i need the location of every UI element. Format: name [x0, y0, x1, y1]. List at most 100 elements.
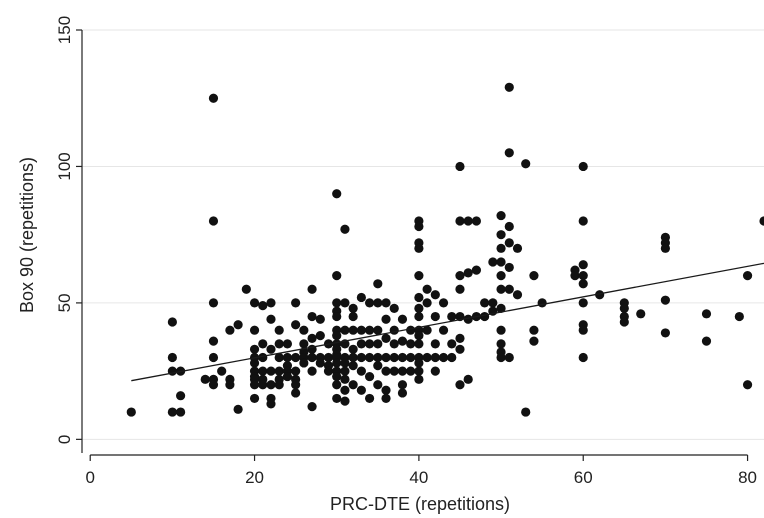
data-point-9: [208, 93, 219, 103]
data-point-127: [364, 371, 375, 382]
data-point-48: [274, 352, 284, 363]
data-point-84: [332, 189, 342, 199]
data-point-161: [414, 243, 424, 253]
data-point-86: [332, 298, 342, 308]
data-point-189: [455, 216, 465, 226]
data-point-23: [249, 298, 260, 308]
data-point-115: [348, 361, 358, 371]
data-point-46: [274, 325, 284, 335]
data-point-85: [332, 271, 342, 281]
data-point-123: [364, 298, 375, 308]
data-point-179: [430, 339, 440, 349]
data-point-68: [299, 358, 309, 368]
data-point-216: [496, 339, 506, 349]
y-tick-label-3: 150: [55, 16, 74, 44]
data-point-154: [406, 325, 416, 335]
data-point-81: [323, 352, 334, 363]
data-point-250: [636, 309, 646, 319]
data-point-259: [742, 271, 753, 281]
data-point-135: [373, 380, 383, 390]
data-point-142: [381, 393, 391, 404]
data-point-45: [266, 399, 276, 409]
data-point-193: [455, 333, 465, 343]
data-point-132: [373, 339, 383, 349]
data-point-52: [282, 339, 293, 349]
data-point-70: [307, 311, 317, 322]
data-point-171: [414, 366, 424, 376]
data-points: [126, 82, 764, 417]
data-point-147: [389, 366, 399, 376]
data-point-110: [348, 303, 358, 313]
data-point-237: [578, 216, 588, 226]
data-point-22: [241, 284, 251, 294]
data-point-13: [208, 352, 219, 363]
data-point-173: [422, 284, 432, 294]
data-point-178: [430, 311, 440, 322]
data-point-27: [249, 358, 260, 368]
data-point-111: [348, 311, 358, 322]
data-point-112: [348, 325, 358, 335]
data-point-57: [291, 298, 301, 308]
data-point-181: [430, 366, 440, 376]
data-point-15: [208, 380, 219, 390]
data-point-176: [422, 352, 432, 363]
data-point-40: [266, 314, 276, 324]
data-point-212: [496, 271, 506, 281]
data-point-4: [167, 352, 177, 363]
data-point-145: [389, 339, 399, 349]
data-point-170: [414, 358, 424, 368]
data-point-118: [356, 325, 366, 335]
data-point-41: [266, 344, 276, 354]
data-point-185: [447, 311, 457, 322]
data-point-35: [258, 352, 268, 363]
data-point-155: [406, 339, 416, 349]
data-point-24: [249, 325, 260, 335]
data-point-141: [381, 385, 391, 395]
y-axis-label: Box 90 (repetitions): [17, 157, 37, 313]
data-point-47: [274, 339, 284, 349]
data-point-2: [176, 407, 186, 417]
data-point-32: [249, 393, 260, 404]
data-point-215: [496, 325, 506, 335]
data-point-211: [496, 257, 506, 267]
data-point-204: [480, 311, 490, 322]
data-point-95: [332, 358, 342, 368]
data-point-36: [258, 366, 268, 376]
data-point-249: [619, 317, 629, 327]
data-point-10: [208, 216, 219, 226]
data-point-199: [463, 374, 473, 384]
data-point-201: [471, 265, 482, 275]
data-point-90: [332, 331, 342, 341]
data-point-97: [332, 371, 342, 382]
data-point-150: [397, 352, 408, 363]
x-tick-label-0: 0: [85, 468, 94, 487]
data-point-210: [496, 243, 506, 253]
data-point-117: [356, 292, 366, 303]
data-point-20: [233, 320, 243, 330]
data-point-239: [578, 271, 588, 281]
data-point-191: [455, 284, 465, 294]
data-point-108: [340, 385, 350, 395]
data-point-62: [291, 380, 301, 390]
data-point-106: [340, 366, 350, 376]
data-point-138: [381, 333, 391, 343]
data-point-149: [397, 336, 408, 346]
data-point-200: [471, 216, 482, 226]
data-point-220: [504, 148, 514, 158]
data-point-196: [463, 216, 473, 226]
y-tick-label-0: 0: [55, 435, 74, 444]
data-point-39: [266, 298, 276, 308]
data-point-243: [578, 325, 588, 335]
data-point-128: [364, 393, 375, 404]
data-point-184: [438, 352, 449, 363]
data-point-125: [364, 339, 375, 349]
data-point-124: [364, 325, 375, 335]
data-point-209: [496, 230, 506, 240]
data-point-120: [356, 352, 366, 363]
data-point-213: [496, 284, 506, 294]
data-point-152: [397, 380, 408, 390]
data-point-126: [364, 352, 375, 363]
data-point-230: [529, 271, 539, 281]
data-point-224: [504, 284, 514, 294]
data-point-71: [307, 333, 317, 343]
